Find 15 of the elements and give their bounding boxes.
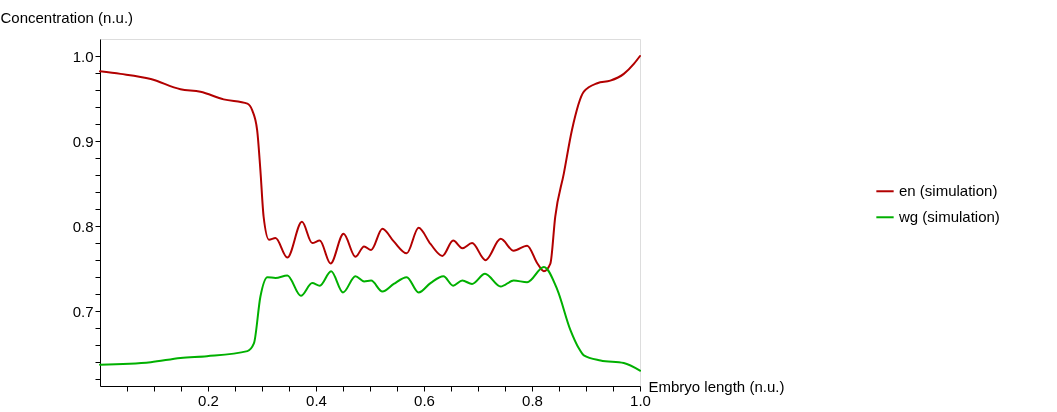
- y-tick-label: 0.8: [72, 217, 94, 235]
- x-axis-title: Embryo length (n.u.): [648, 377, 785, 395]
- y-axis-title: Concentration (n.u.): [0, 8, 134, 26]
- legend-label: wg (simulation): [898, 208, 1000, 226]
- y-tick-label: 1.0: [72, 47, 94, 65]
- line-series: [99, 55, 641, 273]
- x-tick-label: 0.8: [522, 391, 543, 409]
- x-tick-label: 0.4: [306, 391, 327, 409]
- y-tick-label: 0.7: [72, 302, 94, 320]
- line-series: [99, 265, 641, 372]
- y-tick-label: 0.9: [72, 132, 94, 150]
- x-tick-label: 1.0: [630, 391, 651, 409]
- legend-label: en (simulation): [899, 182, 998, 200]
- x-tick-label: 0.6: [414, 391, 435, 409]
- x-tick-label: 0.2: [198, 391, 219, 409]
